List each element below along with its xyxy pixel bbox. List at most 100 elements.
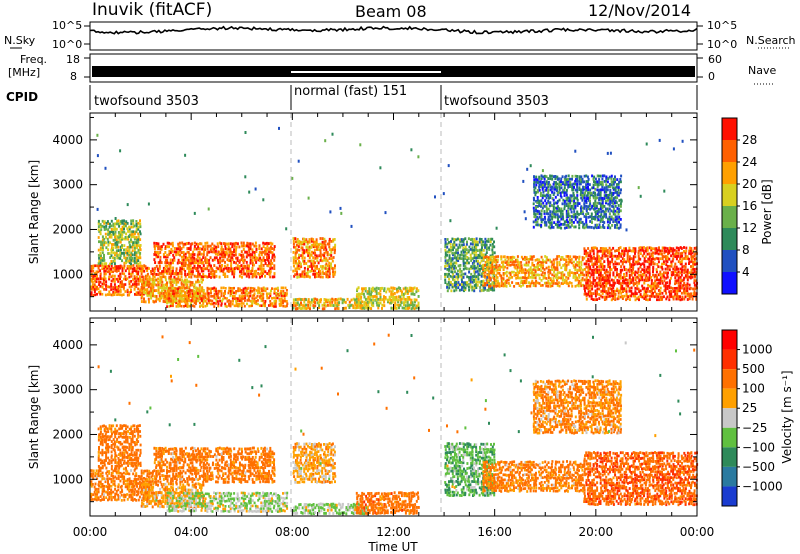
power-cell	[170, 289, 172, 292]
power-cell	[157, 281, 160, 284]
power-cell	[611, 284, 613, 287]
power-cell	[152, 283, 154, 287]
power-cell	[242, 248, 245, 251]
power-cell	[101, 251, 104, 255]
power-cell	[140, 267, 143, 270]
power-cell	[206, 264, 209, 268]
power-cell	[479, 251, 482, 255]
power-cell	[137, 270, 140, 274]
power-cell	[594, 225, 597, 229]
power-cell	[113, 251, 116, 255]
power-cell	[209, 289, 212, 293]
power-cell	[107, 293, 109, 296]
power-cell	[453, 256, 456, 260]
power-cell	[596, 174, 599, 178]
power-cell	[476, 240, 479, 244]
power-cell	[213, 250, 216, 254]
power-cell	[529, 276, 532, 279]
power-cell	[569, 181, 572, 184]
power-cell	[169, 277, 172, 281]
power-cell	[464, 265, 467, 268]
power-cell	[172, 253, 175, 257]
power-cell	[545, 261, 548, 264]
power-cell	[195, 287, 198, 290]
power-cell	[122, 286, 125, 289]
power-cell	[246, 244, 248, 248]
power-cell	[599, 279, 602, 282]
power-cell	[268, 250, 271, 254]
power-cell	[543, 210, 546, 213]
power-cell	[253, 292, 256, 295]
power-cell	[567, 212, 570, 216]
power-cell	[535, 265, 538, 269]
power-cell	[242, 302, 245, 305]
power-cell	[602, 224, 605, 227]
power-cell	[217, 304, 220, 308]
power-cell	[312, 306, 315, 309]
power-cell	[100, 240, 102, 244]
power-cell	[164, 267, 167, 271]
power-cell	[114, 269, 117, 273]
power-cell	[479, 254, 481, 258]
power-cell	[688, 262, 690, 265]
power-cell	[679, 257, 682, 261]
power-cell	[502, 284, 505, 288]
power-cell	[383, 304, 386, 308]
power-cell	[177, 294, 179, 298]
power-cell	[375, 292, 378, 296]
power-cell	[473, 261, 476, 265]
power-cell	[117, 231, 120, 234]
power-cell	[215, 270, 218, 273]
power-cell	[668, 284, 671, 288]
power-cell	[583, 226, 586, 230]
power-cell	[404, 298, 407, 301]
power-cell	[271, 266, 274, 270]
power-cell	[307, 303, 310, 307]
power-cell	[178, 299, 181, 303]
power-cell	[563, 191, 566, 194]
power-cell	[171, 286, 174, 290]
power-cell	[612, 265, 615, 269]
power-cell	[536, 209, 539, 213]
power-cell	[202, 253, 205, 256]
power-cell	[606, 188, 609, 192]
power-cell	[493, 260, 496, 264]
power-cell	[401, 306, 404, 310]
power-cell	[240, 250, 243, 254]
power-cell	[305, 303, 308, 307]
power-cell	[494, 260, 497, 264]
power-cell	[370, 287, 373, 291]
power-cell	[630, 273, 633, 277]
power-cell	[675, 281, 678, 285]
power-cell	[175, 297, 178, 300]
power-cell	[173, 292, 176, 295]
power-cell	[614, 191, 617, 194]
power-cell	[507, 257, 510, 261]
power-cell	[580, 271, 582, 274]
power-cell	[568, 218, 571, 221]
power-cell	[190, 270, 193, 273]
power-cell	[390, 292, 393, 296]
power-cell	[112, 287, 115, 291]
power-cell	[185, 278, 188, 282]
power-cell	[556, 193, 559, 197]
power-cell	[497, 265, 500, 269]
power-cell	[637, 254, 640, 258]
power-cell	[587, 185, 589, 189]
power-cell	[565, 260, 568, 264]
power-cell	[278, 294, 281, 297]
power-cell	[153, 253, 156, 256]
power-cell	[588, 183, 591, 186]
power-cell	[164, 245, 167, 249]
power-cell	[569, 194, 572, 198]
power-cell	[328, 267, 331, 271]
power-cell	[522, 283, 525, 287]
power-cell	[361, 292, 363, 296]
power-cell	[94, 293, 97, 297]
power-cell	[658, 278, 660, 282]
power-cell	[368, 292, 371, 296]
power-cell	[240, 291, 243, 295]
power-cell	[262, 289, 265, 292]
power-cell	[535, 279, 538, 283]
power-cell	[171, 244, 174, 248]
